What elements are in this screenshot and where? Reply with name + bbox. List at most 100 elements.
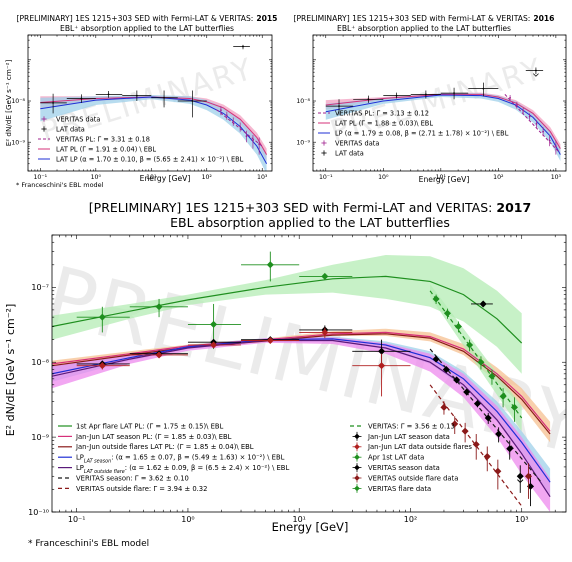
p2017-point-veritas-season-data-8 xyxy=(516,472,524,480)
p2016-xtick-label-3: 10² xyxy=(493,174,504,181)
p2017-point-apr-1st-lat-data-3 xyxy=(266,261,274,269)
p2016-point-veritas-data-5 xyxy=(542,130,545,133)
p2017-legend-right-symbol-1 xyxy=(354,433,360,440)
p2017-line-veritas-outside-flare xyxy=(429,384,523,507)
p2017-point-jan-jun-lat-data-outside-flares-4 xyxy=(321,328,329,336)
p2017-point-jan-jun-lat-data-outside-flares-5 xyxy=(378,362,386,370)
p2015-point-lat-data-4 xyxy=(163,96,165,99)
p2015-series-veritas-data xyxy=(220,106,261,155)
p2015-legend-label-1: LAT data xyxy=(56,125,85,133)
p2017-point-veritas-flare-data-3 xyxy=(466,341,474,349)
p2016-xtick-label-2: 10¹ xyxy=(436,174,447,181)
p2017-series-veritas-flare-data xyxy=(432,294,518,422)
p2015-line-lat-pl xyxy=(40,96,268,155)
p2017-line-veritas-season xyxy=(429,348,542,483)
p2017-legend-left-label-0: 1st Apr flare LAT PL: (Γ = 1.75 ± 0.15)\… xyxy=(76,422,224,430)
p2017-legend-left-label-5: VERITAS season: Γ = 3.62 ± 0.10 xyxy=(76,474,189,482)
p2017-point-veritas-season-data-7 xyxy=(506,445,514,453)
panel-2017-xlabel: Energy [GeV] xyxy=(272,520,349,534)
p2017-ytick-label-2: 10⁻⁹ xyxy=(31,433,49,442)
p2017-point-apr-1st-lat-data-0 xyxy=(98,313,106,321)
p2017-point-veritas-flare-data-4 xyxy=(477,358,485,366)
p2017-series-veritas-season-data xyxy=(432,355,535,507)
panel-2015-title: [PRELIMINARY] 1ES 1215+303 SED with Ferm… xyxy=(17,14,278,23)
p2017-legend-left-label-2: Jan-Jun outside flares LAT PL: (Γ = 1.85… xyxy=(75,443,254,451)
p2017-point-veritas-outside-flare-data-4 xyxy=(483,453,491,461)
p2017-point-veritas-flare-data-1 xyxy=(443,309,451,317)
p2016-point-veritas-data-7 xyxy=(554,145,557,148)
p2017-point-veritas-season-data-6 xyxy=(495,430,503,438)
p2015-legend: VERITAS data LAT data VERITAS PL: Γ = 3.31… xyxy=(38,115,244,163)
p2015-point-lat-data-0 xyxy=(52,101,55,104)
p2017-legend-right-label-5: VERITAS outside flare data xyxy=(368,474,458,482)
p2016-point-lat-data-2 xyxy=(395,94,398,97)
p2015-xtick-label-3: 10² xyxy=(202,174,213,181)
p2017-legend-right-symbol-6 xyxy=(354,485,360,492)
p2015-legend-label-2: VERITAS PL: Γ = 3.31 ± 0.18 xyxy=(56,135,150,143)
p2017-ul-veritas-season-data-8 xyxy=(517,479,524,484)
p2016-legend: VERITAS PL: Γ = 3.13 ± 0.12 LAT PL (Γ = 1… xyxy=(318,109,509,157)
p2017-legend-right-label-0: VERITAS: Γ = 3.56 ± 0.13 xyxy=(368,422,455,430)
p2017-point-veritas-season-data-0 xyxy=(432,355,440,363)
panel-2017-subtitle: EBL absorption applied to the LAT butter… xyxy=(170,215,450,230)
p2017-point-veritas-season-data-3 xyxy=(463,388,471,396)
p2017-point-apr-1st-lat-data-2 xyxy=(210,320,218,328)
p2016-legend-label-2: LP (α = 1.79 ± 0.08, β = (2.71 ± 1.78) ×… xyxy=(335,129,509,137)
p2017-point-veritas-outside-flare-data-0 xyxy=(440,403,448,411)
p2017-xtick-label-1: 10⁰ xyxy=(181,515,194,524)
p2016-point-lat-data-1 xyxy=(367,98,370,101)
p2016-point-veritas-data-6 xyxy=(548,139,551,142)
p2016-point-lat-data-6 xyxy=(535,69,537,72)
p2017-point-veritas-outside-flare-data-1 xyxy=(451,420,459,428)
p2016-xtick-label-4: 10³ xyxy=(551,174,562,181)
p2017-point-veritas-season-data-1 xyxy=(442,365,450,373)
p2015-series-lat-data xyxy=(40,44,250,118)
p2015-point-veritas-data-1 xyxy=(225,114,228,117)
p2015-legend-label-0: VERITAS data xyxy=(56,115,100,123)
p2017-legend-left-label-1: Jan-Jun LAT season PL: (Γ = 1.85 ± 0.03)… xyxy=(75,433,232,441)
panel-2015-ylabel: E² dN/dE [GeV s⁻¹ cm⁻²] xyxy=(4,60,13,147)
p2015-point-veritas-data-6 xyxy=(258,143,261,145)
p2017-point-jan-jun-lat-season-data-6 xyxy=(479,300,487,308)
p2017-point-jan-jun-lat-data-outside-flares-2 xyxy=(210,341,218,349)
p2016-ul-lat-data-6 xyxy=(533,73,539,77)
p2017-legend-left-label-6: VERITAS outside flare: Γ = 3.94 ± 0.32 xyxy=(76,485,207,493)
p2015-point-lat-data-1 xyxy=(80,97,83,100)
p2016-xtick-label-1: 10⁰ xyxy=(378,174,389,181)
p2016-point-veritas-data-4 xyxy=(535,122,538,125)
p2016-ytick-label-1: 10⁻⁹ xyxy=(296,139,310,146)
p2017-point-apr-1st-lat-data-4 xyxy=(321,272,329,280)
p2016-point-veritas-data-3 xyxy=(528,115,531,118)
p2017-line-lp-lat-season xyxy=(52,338,551,483)
p2017-series-veritas-outside-flare-data xyxy=(440,401,532,499)
p2017-line-veritas xyxy=(429,290,523,419)
p2017-legend-right-symbol-4 xyxy=(354,464,360,471)
p2017-xtick-label-3: 10² xyxy=(404,515,417,524)
p2017-legend-right-label-6: VERITAS flare data xyxy=(368,485,431,493)
p2016-line-lat-pl xyxy=(325,93,561,149)
p2017-legend-right-label-3: Apr 1st LAT data xyxy=(368,454,424,462)
panel-2015: [PRELIMINARY] 1ES 1215+303 SED with Ferm… xyxy=(4,14,277,189)
panel-2015-xlabel: Energy [GeV] xyxy=(140,174,191,183)
p2016-point-veritas-data-0 xyxy=(509,96,511,99)
p2015-ytick-label-0: 10⁻⁸ xyxy=(11,98,25,105)
p2017-xtick-label-0: 10⁻¹ xyxy=(68,515,86,524)
p2015-xtick-label-2: 10¹ xyxy=(146,174,157,181)
panel-2017: [PRELIMINARY] 1ES 1215+303 SED with Ferm… xyxy=(4,200,567,534)
p2015-xtick-label-1: 10⁰ xyxy=(91,174,102,181)
p2017-ytick-label-1: 10⁻⁸ xyxy=(31,358,49,367)
panel-2017-title: [PRELIMINARY] 1ES 1215+303 SED with Ferm… xyxy=(89,200,531,215)
panel-2016-title: [PRELIMINARY] 1ES 1215+303 SED with Ferm… xyxy=(294,14,555,23)
p2017-point-veritas-flare-data-0 xyxy=(432,295,440,303)
p2017-ytick-label-3: 10⁻¹⁰ xyxy=(28,508,49,517)
p2016-legend-label-1: LAT PL (Γ = 1.88 ± 0.03)\ EBL xyxy=(335,119,433,127)
footnote-small-2015: * Franceschini's EBL model xyxy=(16,181,104,189)
p2015-point-veritas-data-2 xyxy=(232,120,235,123)
p2017-legend-right-symbol-5 xyxy=(354,475,360,481)
p2017-series-jan-jun-lat-data-outside-flares xyxy=(76,327,411,397)
p2017-legend-left-label-3: LPLAT season: (α = 1.65 ± 0.07, β = (5.4… xyxy=(76,454,285,465)
p2017-xtick-label-4: 10³ xyxy=(515,515,528,524)
p2017-line-jan-jun-lat-season-pl xyxy=(52,331,551,432)
